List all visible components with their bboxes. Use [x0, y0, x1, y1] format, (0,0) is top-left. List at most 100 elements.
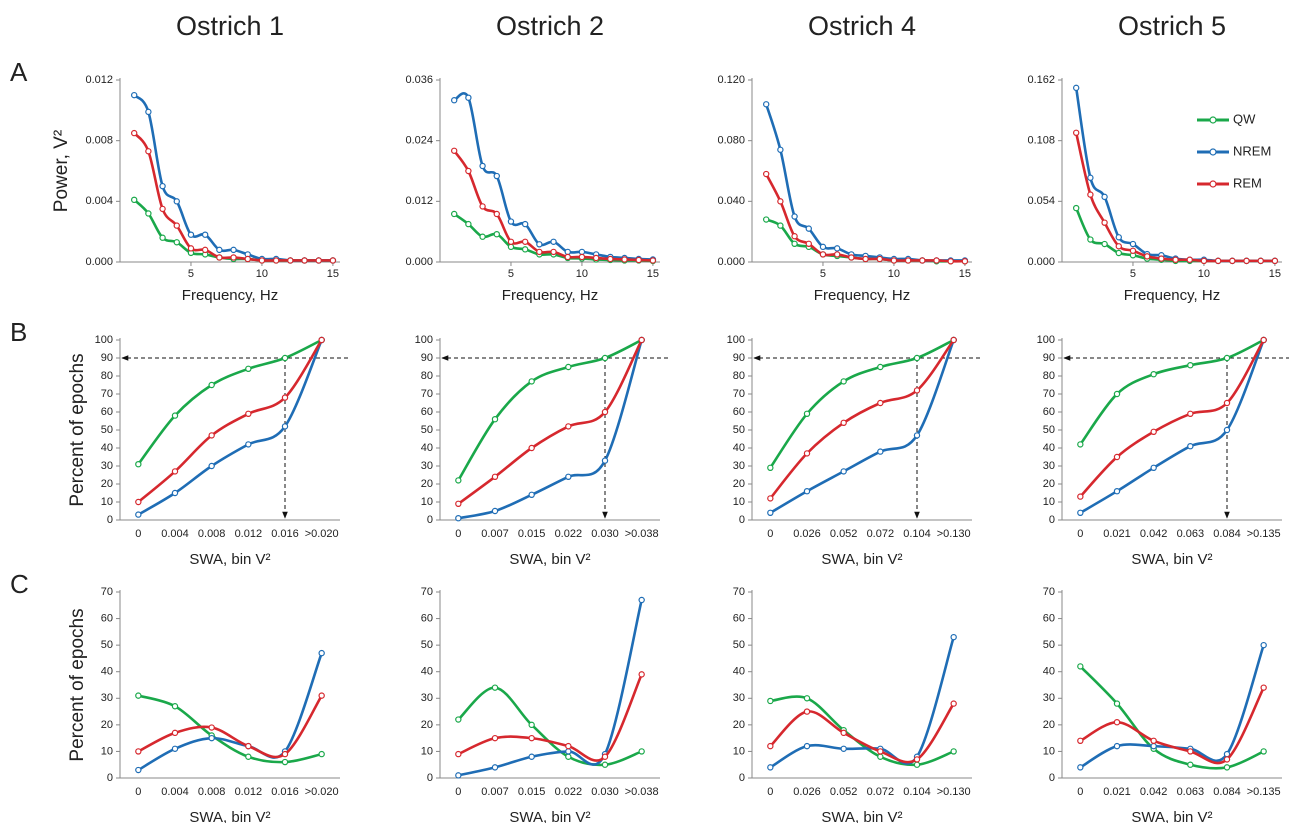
data-point: [833, 245, 841, 252]
y-tick-label: 40: [101, 442, 113, 454]
x-tick-label: 0.007: [481, 786, 509, 798]
y-tick-label: 100: [1037, 334, 1055, 346]
data-point: [479, 162, 486, 170]
y-tick-label: 0: [1049, 514, 1055, 526]
data-point: [455, 750, 462, 758]
data-point: [601, 408, 609, 416]
data-point: [762, 170, 770, 178]
y-tick-label: 20: [421, 478, 433, 490]
data-point: [329, 257, 337, 264]
y-tick-label: 0.012: [405, 195, 433, 207]
x-tick-label: 10: [888, 268, 900, 280]
data-point: [840, 419, 847, 426]
data-point: [777, 222, 784, 229]
x-tick-label: 0: [1077, 528, 1083, 540]
y-tick-label: 70: [733, 586, 745, 598]
y-tick-label: 20: [421, 719, 433, 731]
data-point: [171, 412, 179, 419]
data-point: [145, 210, 152, 217]
series-line: [1079, 338, 1265, 446]
legend-label: QW: [1233, 111, 1256, 126]
data-point: [621, 256, 628, 263]
x-tick-label: 0.084: [1213, 786, 1241, 798]
data-point: [601, 753, 609, 760]
data-point: [216, 254, 223, 261]
data-point: [450, 147, 458, 154]
data-point: [1186, 256, 1193, 263]
data-point: [208, 724, 215, 731]
data-point: [208, 381, 215, 389]
y-tick-label: 60: [1043, 612, 1055, 624]
y-tick-label: 40: [421, 666, 433, 678]
data-point: [318, 750, 325, 758]
data-point: [171, 468, 179, 475]
data-point: [318, 336, 325, 344]
data-point: [550, 248, 557, 256]
data-point: [1115, 234, 1122, 241]
y-tick-label: 10: [101, 745, 113, 757]
y-tick-label: 60: [101, 612, 113, 624]
data-point: [1072, 204, 1080, 212]
data-point: [450, 97, 458, 104]
legend-marker: [1209, 116, 1217, 124]
data-point: [791, 213, 798, 220]
data-point: [135, 498, 142, 506]
data-point: [245, 742, 252, 750]
data-point: [1101, 240, 1108, 248]
data-point: [913, 354, 921, 362]
data-point: [1101, 219, 1108, 226]
data-point: [833, 251, 841, 258]
data-point: [933, 257, 940, 264]
x-tick-label: 15: [327, 268, 339, 280]
panel: Ostrich 4 0.000 0.040 0.080 0.120 5 10 15 Freque…: [717, 11, 972, 304]
data-point: [635, 256, 642, 264]
data-point: [1260, 748, 1267, 755]
y-tick-label: 80: [101, 370, 113, 382]
data-point: [1187, 761, 1194, 768]
data-point: [877, 448, 884, 455]
data-point: [638, 748, 645, 755]
data-point: [913, 756, 921, 763]
data-point: [507, 238, 515, 245]
data-point: [135, 692, 142, 699]
data-point: [803, 410, 811, 417]
series-line: [457, 339, 643, 505]
y-tick-label: 0: [427, 772, 433, 784]
series-line: [137, 694, 322, 764]
y-tick-label: 0.054: [1027, 195, 1055, 207]
y-tick-label: 40: [1043, 666, 1055, 678]
data-point: [791, 240, 798, 247]
series-line: [1079, 339, 1265, 514]
data-point: [578, 253, 586, 261]
data-point: [201, 231, 209, 238]
panel: 0 10 20 30 40 50 60 70 80 90 100 0 0.007 0.015 0.022 0.…: [415, 334, 668, 568]
y-tick-label: 50: [421, 424, 433, 436]
panel-label: A: [10, 57, 28, 87]
data-point: [578, 248, 586, 256]
data-point: [1077, 493, 1084, 500]
data-point: [565, 742, 572, 750]
y-tick-label: 90: [421, 352, 433, 364]
data-point: [145, 148, 152, 155]
data-point: [521, 238, 529, 245]
panel-label: B: [10, 317, 27, 347]
x-tick-label: 0.030: [591, 786, 619, 798]
y-tick-label: 0.080: [717, 135, 745, 147]
data-point: [649, 257, 657, 264]
data-point: [230, 246, 237, 254]
y-tick-label: 100: [415, 334, 433, 346]
data-point: [601, 761, 609, 768]
data-point: [171, 729, 179, 737]
data-point: [173, 198, 180, 205]
x-tick-label: 0.021: [1103, 786, 1131, 798]
x-tick-label: 5: [508, 268, 514, 280]
y-tick-label: 10: [421, 745, 433, 757]
data-point: [208, 462, 215, 470]
panel: Ostrich 1 A 0.000 0.004 0.008 0.012 5 10 15 Frequ…: [10, 11, 340, 304]
data-point: [1072, 129, 1080, 137]
x-tick-label: 0: [135, 528, 141, 540]
y-tick-label: 0: [1049, 772, 1055, 784]
x-tick-label: >0.130: [937, 528, 971, 540]
series-line: [1079, 339, 1265, 498]
panel: 0 10 20 30 40 50 60 70 80 90 100 0 0.026 0.052 0.072 0.…: [727, 334, 980, 568]
